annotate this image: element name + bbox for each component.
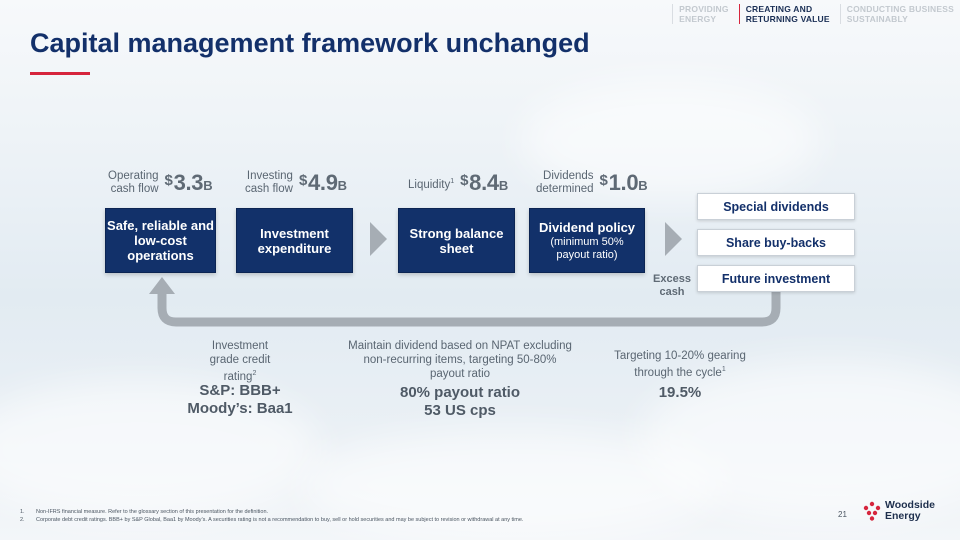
- page-title: Capital management framework unchanged: [30, 28, 590, 58]
- box-operations: Safe, reliable and low-cost operations: [105, 208, 216, 273]
- nav-providing-energy[interactable]: PROVIDING ENERGY: [672, 4, 729, 24]
- metric-label: Investing cash flow: [245, 170, 293, 195]
- box-title: Safe, reliable and low-cost operations: [107, 218, 214, 263]
- option-share-buy-backs: Share buy-backs: [697, 229, 855, 256]
- chevron-right-icon: [665, 222, 682, 256]
- box-title: Dividend policy: [538, 219, 636, 235]
- note-dividend-target: Maintain dividend based on NPAT excludin…: [348, 340, 572, 380]
- metric-operating-cash-flow: Operating cash flow $3.3B: [108, 170, 213, 196]
- metric-label: Dividends determined: [536, 170, 594, 195]
- dividend-payout-values: 80% payout ratio 53 US cps: [399, 384, 521, 419]
- box-title: Strong balance sheet: [409, 225, 504, 256]
- section-nav: PROVIDING ENERGY CREATING AND RETURNING …: [662, 4, 954, 24]
- nav-conducting-business[interactable]: CONDUCTING BUSINESS SUSTAINABLY: [839, 4, 954, 24]
- footnote: 1. Non-IFRS financial measure. Refer to t…: [20, 509, 269, 515]
- metric-label: Operating cash flow: [108, 170, 159, 195]
- box-balance-sheet: Strong balance sheet: [398, 208, 515, 273]
- option-special-dividends: Special dividends: [697, 193, 855, 220]
- metric-dividends-determined: Dividends determined $1.0B: [536, 170, 648, 196]
- footnotes: 1. Non-IFRS financial measure. Refer to t…: [20, 508, 523, 524]
- box-investment-expenditure: Investment expenditure: [236, 208, 353, 273]
- metric-value: $1.0B: [599, 170, 648, 195]
- metric-investing-cash-flow: Investing cash flow $4.9B: [245, 170, 347, 196]
- note-credit-rating: Investment grade credit rating2: [209, 340, 271, 383]
- woodside-logo: Woodside Energy: [862, 500, 935, 522]
- metric-value: $8.4B: [460, 170, 508, 195]
- footnote: 2. Corporate debt credit ratings. BBB+ by…: [20, 517, 524, 523]
- box-title: Investment expenditure: [257, 225, 332, 256]
- box-subtitle: (minimum 50% payout ratio): [550, 235, 624, 261]
- metric-label: Liquidity1: [408, 177, 455, 191]
- option-future-investment: Future investment: [697, 265, 855, 292]
- box-dividend-policy: Dividend policy (minimum 50% payout rati…: [529, 208, 645, 273]
- title-underline: [30, 72, 90, 75]
- page-number: 21: [838, 510, 847, 519]
- nav-creating-returning-value[interactable]: CREATING AND RETURNING VALUE: [738, 4, 830, 24]
- excess-cash-label: Excess cash: [653, 273, 691, 298]
- metric-liquidity: Liquidity1 $8.4B: [408, 170, 508, 196]
- gearing-value: 19.5%: [658, 384, 702, 401]
- credit-rating-values: S&P: BBB+ Moody’s: Baa1: [187, 382, 293, 417]
- metric-value: $4.9B: [298, 170, 347, 195]
- woodside-logo-icon: [863, 501, 881, 521]
- chevron-right-icon: [370, 222, 387, 256]
- note-gearing-target: Targeting 10-20% gearing through the cyc…: [614, 350, 746, 379]
- metric-value: $3.3B: [164, 170, 213, 195]
- logo-wordmark: Woodside Energy: [885, 499, 935, 522]
